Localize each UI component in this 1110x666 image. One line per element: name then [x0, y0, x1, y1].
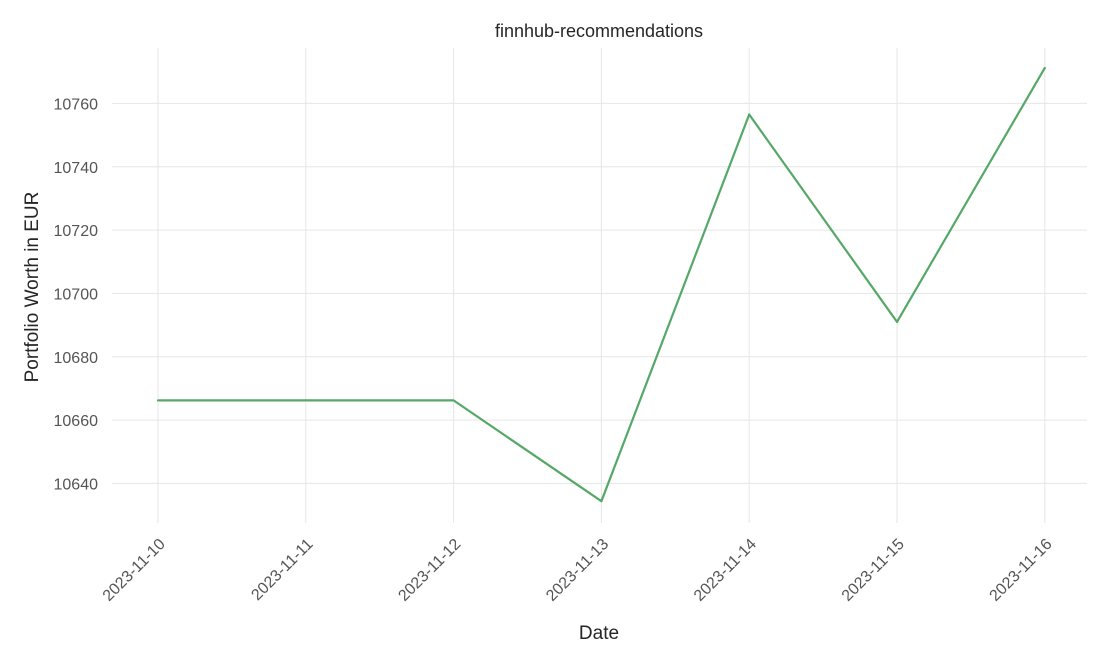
- x-tick-label: 2023-11-11: [248, 536, 316, 604]
- y-tick-label: 10700: [54, 286, 99, 303]
- y-tick-label: 10720: [54, 223, 99, 240]
- x-axis-label: Date: [579, 623, 619, 644]
- x-tick-label: 2023-11-12: [395, 536, 464, 605]
- series-layer: [156, 66, 1046, 503]
- x-tick-label: 2023-11-13: [543, 536, 612, 605]
- grid: [112, 48, 1087, 523]
- x-tick-label: 2023-11-16: [987, 536, 1056, 605]
- y-tick-label: 10740: [54, 160, 99, 177]
- data-point: [304, 399, 307, 402]
- data-point: [748, 113, 751, 116]
- chart-title: finnhub-recommendations: [495, 21, 703, 41]
- y-tick-label: 10640: [54, 476, 99, 493]
- data-point: [156, 399, 160, 402]
- y-tick-label: 10760: [54, 96, 99, 113]
- x-tick-label: 2023-11-14: [691, 536, 760, 605]
- y-axis-label: Portfolio Worth in EUR: [22, 192, 43, 383]
- y-axis-ticks: 10640 10660 10680 10700 10720 10740 10760: [54, 96, 99, 493]
- data-point: [1043, 66, 1046, 70]
- x-tick-label: 2023-11-10: [100, 536, 169, 605]
- x-tick-label: 2023-11-15: [839, 536, 908, 605]
- x-axis-ticks: 2023-11-10 2023-11-11 2023-11-12 2023-11-13…: [100, 536, 1056, 605]
- data-point: [452, 399, 455, 402]
- y-tick-label: 10680: [54, 350, 99, 367]
- y-tick-label: 10660: [54, 413, 99, 430]
- data-point: [895, 320, 899, 324]
- data-point: [600, 500, 603, 503]
